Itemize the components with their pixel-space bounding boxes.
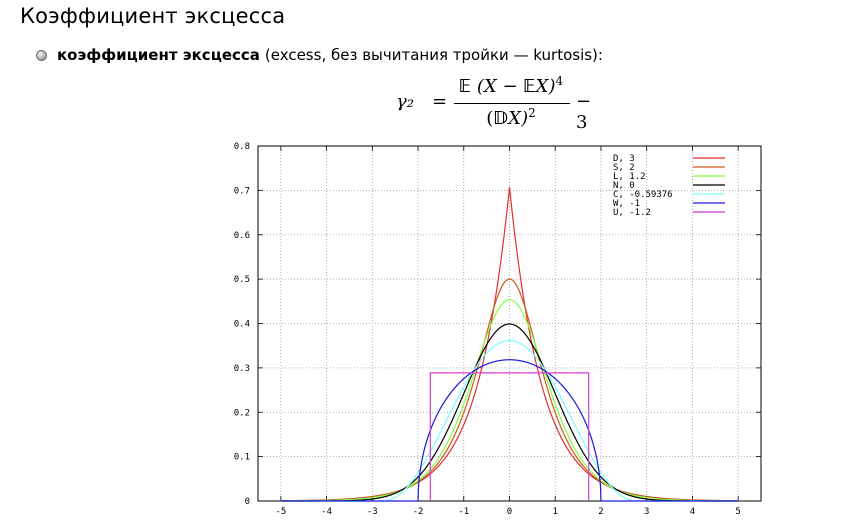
y-tick-label: 0.4	[234, 320, 250, 330]
x-tick-label: 4	[690, 507, 695, 517]
x-tick-label: 1	[553, 507, 558, 517]
plot-frame	[257, 145, 762, 502]
density-chart: -5 -4 -3 -2 -1 0 1 2 3 4 5 0 0.1 0.2 0.3 0.4 0.5 0.6 0.7 0.…	[234, 142, 762, 517]
y-tick-label: 0.2	[234, 408, 250, 418]
legend-label: U, -1.2	[613, 208, 651, 218]
legend-label: W, -1	[613, 199, 640, 209]
x-tick-label: 0	[507, 507, 512, 517]
x-tick-label: -3	[367, 507, 378, 517]
legend-label: C, -0.59376	[613, 190, 673, 200]
fraction-bar	[454, 103, 570, 104]
legend-label: S, 2	[613, 163, 635, 173]
y-tick-label: 0	[245, 497, 250, 507]
series-line	[280, 187, 739, 502]
y-tick-label: 0.6	[234, 231, 250, 241]
formula-equals: =	[432, 91, 448, 112]
kurtosis-formula: γ₂ = 𝔼 (X − 𝔼X)4 (𝔻X)2 − 3	[396, 74, 606, 133]
x-tick-label: 2	[598, 507, 603, 517]
y-tick-label: 0.7	[234, 186, 250, 196]
legend-label: L, 1.2	[613, 172, 646, 182]
bullet-text: (excess, без вычитания тройки — kurtosis…	[264, 46, 603, 64]
legend-label: N, 0	[613, 181, 635, 191]
series-line	[280, 323, 739, 502]
y-tick-label: 0.5	[234, 275, 250, 285]
y-tick-label: 0.8	[234, 142, 250, 152]
series-line	[429, 372, 590, 501]
bullet-item: коэффициент эксцесса (excess, без вычита…	[36, 46, 603, 64]
x-tick-label: 5	[735, 507, 740, 517]
slide-title: Коэффициент эксцесса	[20, 4, 286, 28]
x-tick-label: -1	[458, 507, 469, 517]
series-line	[280, 359, 739, 502]
x-tick-label: -5	[275, 507, 286, 517]
x-tick-label: -2	[413, 507, 424, 517]
formula-denominator: (𝔻X)2	[486, 106, 536, 129]
legend-label: D, 3	[613, 154, 635, 164]
bullet-icon	[36, 49, 47, 61]
series-line	[280, 299, 739, 502]
bullet-term: коэффициент эксцесса	[57, 46, 260, 64]
x-tick-label: -4	[321, 507, 332, 517]
formula-lhs: γ₂	[396, 91, 414, 112]
formula-minus-three: − 3	[576, 91, 592, 133]
formula-numerator: 𝔼 (X − 𝔼X)4	[458, 74, 564, 97]
y-tick-label: 0.1	[234, 453, 250, 463]
x-tick-label: 3	[644, 507, 649, 517]
y-tick-label: 0.3	[234, 364, 250, 374]
